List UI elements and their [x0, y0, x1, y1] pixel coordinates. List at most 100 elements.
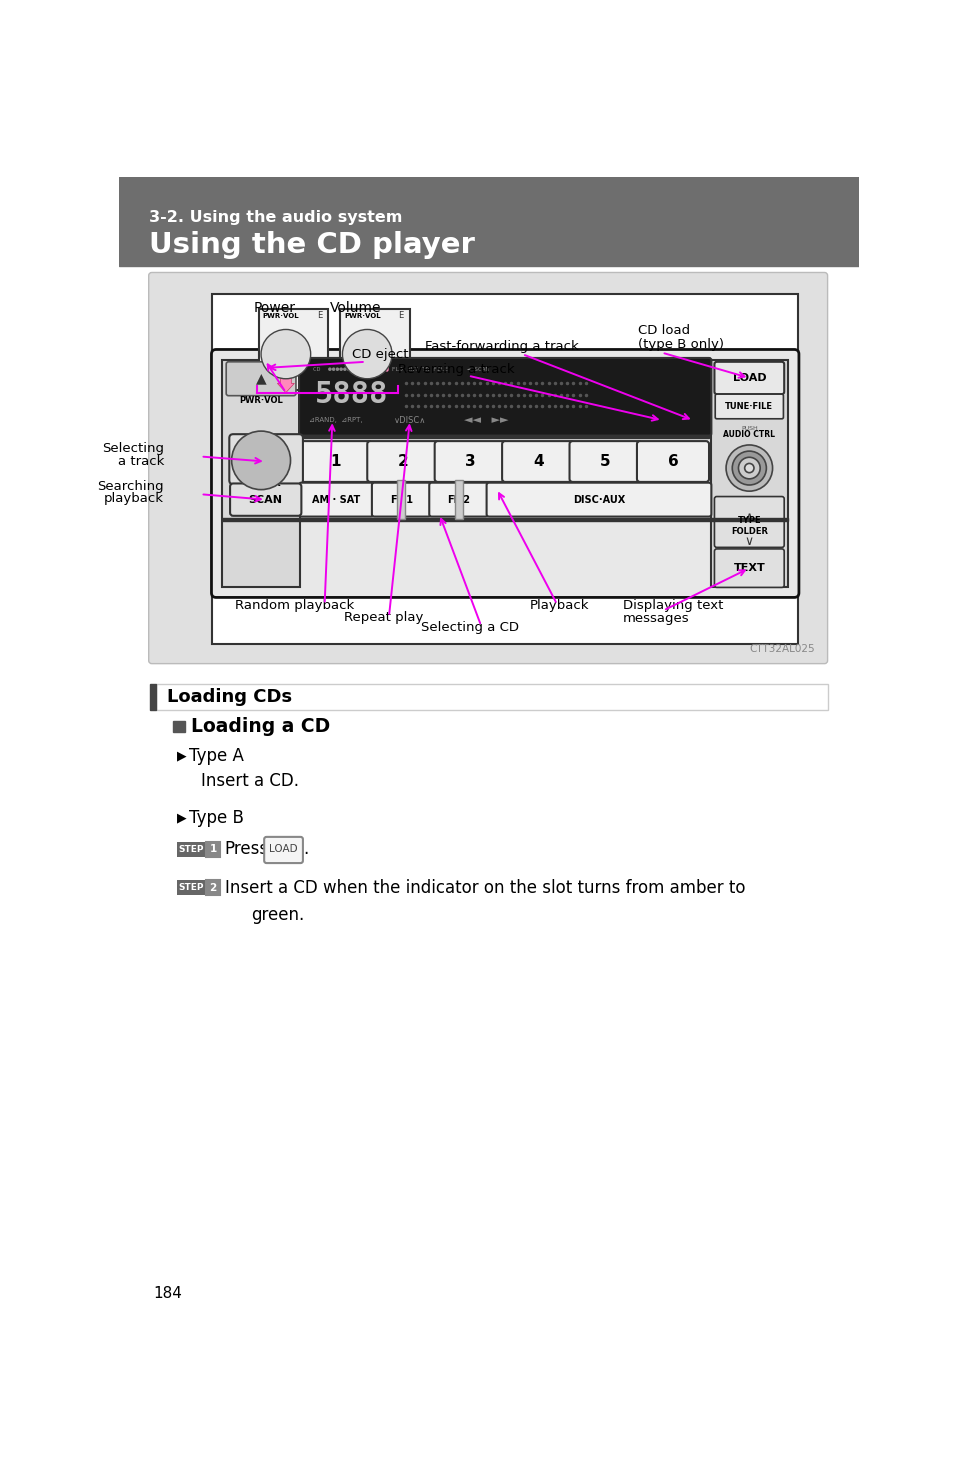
Circle shape	[365, 353, 369, 357]
Circle shape	[267, 336, 304, 373]
FancyBboxPatch shape	[367, 441, 439, 482]
Text: green.: green.	[251, 906, 304, 923]
Circle shape	[732, 451, 765, 485]
Circle shape	[253, 453, 269, 468]
Circle shape	[261, 329, 311, 379]
Text: AM · SAT: AM · SAT	[312, 494, 360, 504]
Bar	[258, 310, 328, 391]
Text: (type B only): (type B only)	[638, 338, 723, 351]
Text: AUDIO CTRL: AUDIO CTRL	[722, 431, 775, 440]
Text: PUSH: PUSH	[740, 425, 757, 431]
Text: playback: playback	[104, 493, 164, 506]
Bar	[710, 360, 787, 587]
FancyBboxPatch shape	[299, 441, 372, 482]
FancyBboxPatch shape	[229, 434, 303, 484]
Circle shape	[348, 336, 385, 373]
FancyBboxPatch shape	[714, 497, 783, 547]
Text: 6: 6	[667, 454, 678, 469]
Text: .: .	[303, 841, 309, 858]
Text: FM1: FM1	[390, 494, 413, 504]
Text: Searching: Searching	[97, 479, 164, 493]
Circle shape	[744, 463, 753, 472]
Text: CD  ●●●●●●  ST DISC  FLD ART TR FILE     ◄ SCAN: CD ●●●●●● ST DISC FLD ART TR FILE ◄ SCAN	[313, 367, 489, 372]
Circle shape	[360, 348, 373, 360]
Text: SEEK
TRACK: SEEK TRACK	[250, 468, 281, 488]
Text: 5888: 5888	[315, 381, 389, 410]
Text: 3: 3	[465, 454, 476, 469]
FancyBboxPatch shape	[429, 482, 488, 516]
Text: CD load: CD load	[638, 324, 690, 338]
Bar	[173, 721, 185, 732]
Bar	[155, 683, 827, 709]
FancyBboxPatch shape	[569, 441, 641, 482]
Text: CD eject: CD eject	[352, 348, 408, 360]
Text: 4: 4	[533, 454, 543, 469]
Text: Repeat play: Repeat play	[344, 611, 423, 624]
Text: Type B: Type B	[189, 808, 244, 826]
Text: Displaying text: Displaying text	[622, 599, 722, 612]
Text: LOAD: LOAD	[269, 844, 297, 854]
Text: Power: Power	[253, 301, 294, 314]
Text: Loading a CD: Loading a CD	[191, 717, 330, 736]
FancyBboxPatch shape	[176, 842, 206, 857]
Text: ∨: ∨	[260, 476, 271, 490]
Text: Insert a CD.: Insert a CD.	[201, 771, 299, 789]
Bar	[397, 481, 405, 519]
Text: 1: 1	[331, 454, 341, 469]
Text: 184: 184	[153, 1286, 182, 1301]
Circle shape	[239, 438, 282, 482]
FancyBboxPatch shape	[206, 881, 220, 895]
Circle shape	[355, 342, 379, 366]
Text: DISC·AUX: DISC·AUX	[572, 494, 624, 504]
Bar	[212, 294, 798, 645]
Bar	[455, 481, 462, 519]
Text: 2: 2	[209, 882, 216, 892]
Text: FM2: FM2	[447, 494, 470, 504]
Circle shape	[257, 456, 265, 465]
Bar	[340, 310, 410, 391]
Text: E: E	[316, 311, 322, 320]
Text: Volume: Volume	[330, 301, 381, 314]
FancyBboxPatch shape	[298, 482, 373, 516]
FancyBboxPatch shape	[715, 394, 782, 419]
Text: Random playback: Random playback	[235, 599, 355, 612]
FancyArrow shape	[277, 370, 294, 392]
Text: TYPE
FOLDER: TYPE FOLDER	[730, 516, 767, 535]
Text: CTT32AL025: CTT32AL025	[749, 645, 815, 655]
FancyBboxPatch shape	[206, 842, 220, 857]
Text: ▶: ▶	[176, 811, 186, 825]
Text: Type A: Type A	[189, 746, 244, 766]
Text: 5: 5	[599, 454, 610, 469]
Text: ∨DISC∧: ∨DISC∧	[394, 416, 426, 425]
Text: ∨: ∨	[744, 535, 753, 547]
FancyBboxPatch shape	[372, 482, 431, 516]
Text: 1: 1	[209, 844, 216, 854]
Text: Press: Press	[224, 841, 269, 858]
Circle shape	[232, 431, 291, 490]
Text: ▶: ▶	[176, 749, 186, 763]
Circle shape	[725, 445, 772, 491]
Text: TUNE·FILE: TUNE·FILE	[724, 403, 773, 412]
Circle shape	[274, 342, 298, 366]
FancyBboxPatch shape	[714, 549, 783, 587]
Text: Using the CD player: Using the CD player	[149, 230, 474, 258]
FancyBboxPatch shape	[714, 361, 783, 394]
Bar	[119, 177, 858, 266]
Text: STEP: STEP	[178, 884, 204, 892]
Text: 3-2. Using the audio system: 3-2. Using the audio system	[149, 209, 401, 224]
Circle shape	[247, 447, 274, 475]
Text: PWR·VOL: PWR·VOL	[344, 313, 380, 319]
Text: Selecting: Selecting	[102, 441, 164, 454]
Bar	[222, 360, 299, 587]
Bar	[150, 683, 155, 709]
Text: Loading CDs: Loading CDs	[167, 687, 293, 705]
FancyBboxPatch shape	[637, 441, 708, 482]
Text: E: E	[397, 311, 403, 320]
FancyBboxPatch shape	[212, 350, 798, 597]
Text: Insert a CD when the indicator on the slot turns from amber to: Insert a CD when the indicator on the sl…	[224, 879, 744, 897]
FancyBboxPatch shape	[486, 482, 711, 516]
Text: ∧: ∧	[260, 451, 271, 465]
FancyBboxPatch shape	[230, 484, 301, 516]
Text: TEXT: TEXT	[733, 563, 764, 574]
Text: LOAD: LOAD	[732, 373, 765, 384]
